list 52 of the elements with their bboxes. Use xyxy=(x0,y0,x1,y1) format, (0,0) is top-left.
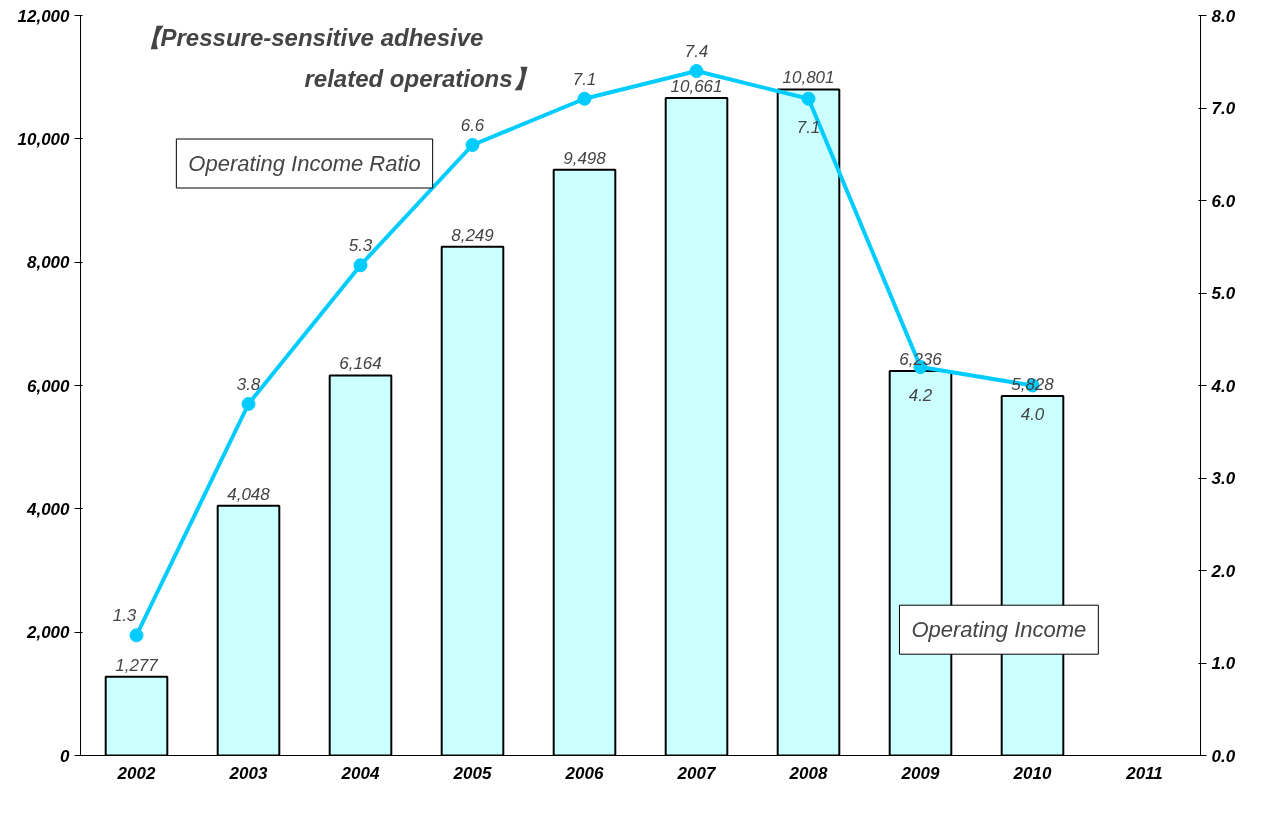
y-tick-label: 0 xyxy=(60,746,71,766)
point xyxy=(241,397,256,411)
y2-tick-label: 0.0 xyxy=(1211,746,1236,766)
x-tick-label: 2009 xyxy=(900,763,940,783)
y2-tick-label: 8.0 xyxy=(1211,6,1236,26)
point xyxy=(129,628,144,643)
data-label: 7.4 xyxy=(684,42,709,61)
data-label: 7.1 xyxy=(572,69,597,89)
data-label: 6.6 xyxy=(460,116,485,135)
point xyxy=(801,91,816,106)
y2-tick-label: 7.0 xyxy=(1211,99,1236,118)
series-label: Operating Income xyxy=(911,617,1087,643)
data-label: 10,801 xyxy=(782,68,835,88)
text: 【Pressure-sensitive adhesive related operations】 xyxy=(136,24,537,92)
data-label: 4.2 xyxy=(908,386,933,405)
data-label: 1,277 xyxy=(115,655,159,675)
data-label: 6,164 xyxy=(339,354,382,374)
x-tick-label: 2007 xyxy=(676,763,717,783)
x-tick-label: 2003 xyxy=(228,763,268,783)
y2-tick-label: 4.0 xyxy=(1210,376,1236,396)
series-label: Operating Income Ratio xyxy=(188,151,421,176)
y-tick-label: 4,000 xyxy=(25,499,71,519)
y-tick-label: 12,000 xyxy=(17,6,71,26)
point xyxy=(689,64,704,78)
y2-tick-label: 3.0 xyxy=(1211,469,1236,488)
x-tick-label: 2008 xyxy=(788,763,828,783)
data-label: 5.3 xyxy=(348,236,373,256)
y-tick-label: 6,000 xyxy=(26,376,71,396)
x-tick-label: 2010 xyxy=(1012,763,1052,783)
data-label: 1.3 xyxy=(112,606,137,626)
y-tick-label: 10,000 xyxy=(17,129,71,149)
data-label: 4,048 xyxy=(227,484,271,504)
data-label: 4.0 xyxy=(1020,404,1045,424)
y2-tick-label: 2.0 xyxy=(1210,561,1236,581)
point xyxy=(465,138,480,152)
data-label: 10,661 xyxy=(670,77,723,97)
data-label: 3.8 xyxy=(236,375,261,394)
point xyxy=(577,91,592,106)
y-tick-label: 2,000 xyxy=(25,623,71,643)
y2-tick-label: 1.0 xyxy=(1211,654,1236,673)
y2-tick-label: 6.0 xyxy=(1211,191,1236,211)
x-tick-label: 2004 xyxy=(340,763,380,783)
x-tick-label: 2011 xyxy=(1125,763,1163,783)
y2-tick-label: 5.0 xyxy=(1211,284,1236,303)
x-tick-label: 2005 xyxy=(452,763,492,783)
data-label: 8,249 xyxy=(451,225,495,245)
data-label: 7.1 xyxy=(796,117,821,137)
y-tick-label: 8,000 xyxy=(26,253,71,273)
x-tick-label: 2006 xyxy=(564,763,604,783)
data-label: 9,498 xyxy=(563,148,607,168)
point xyxy=(353,258,368,273)
x-tick-label: 2002 xyxy=(116,763,156,783)
